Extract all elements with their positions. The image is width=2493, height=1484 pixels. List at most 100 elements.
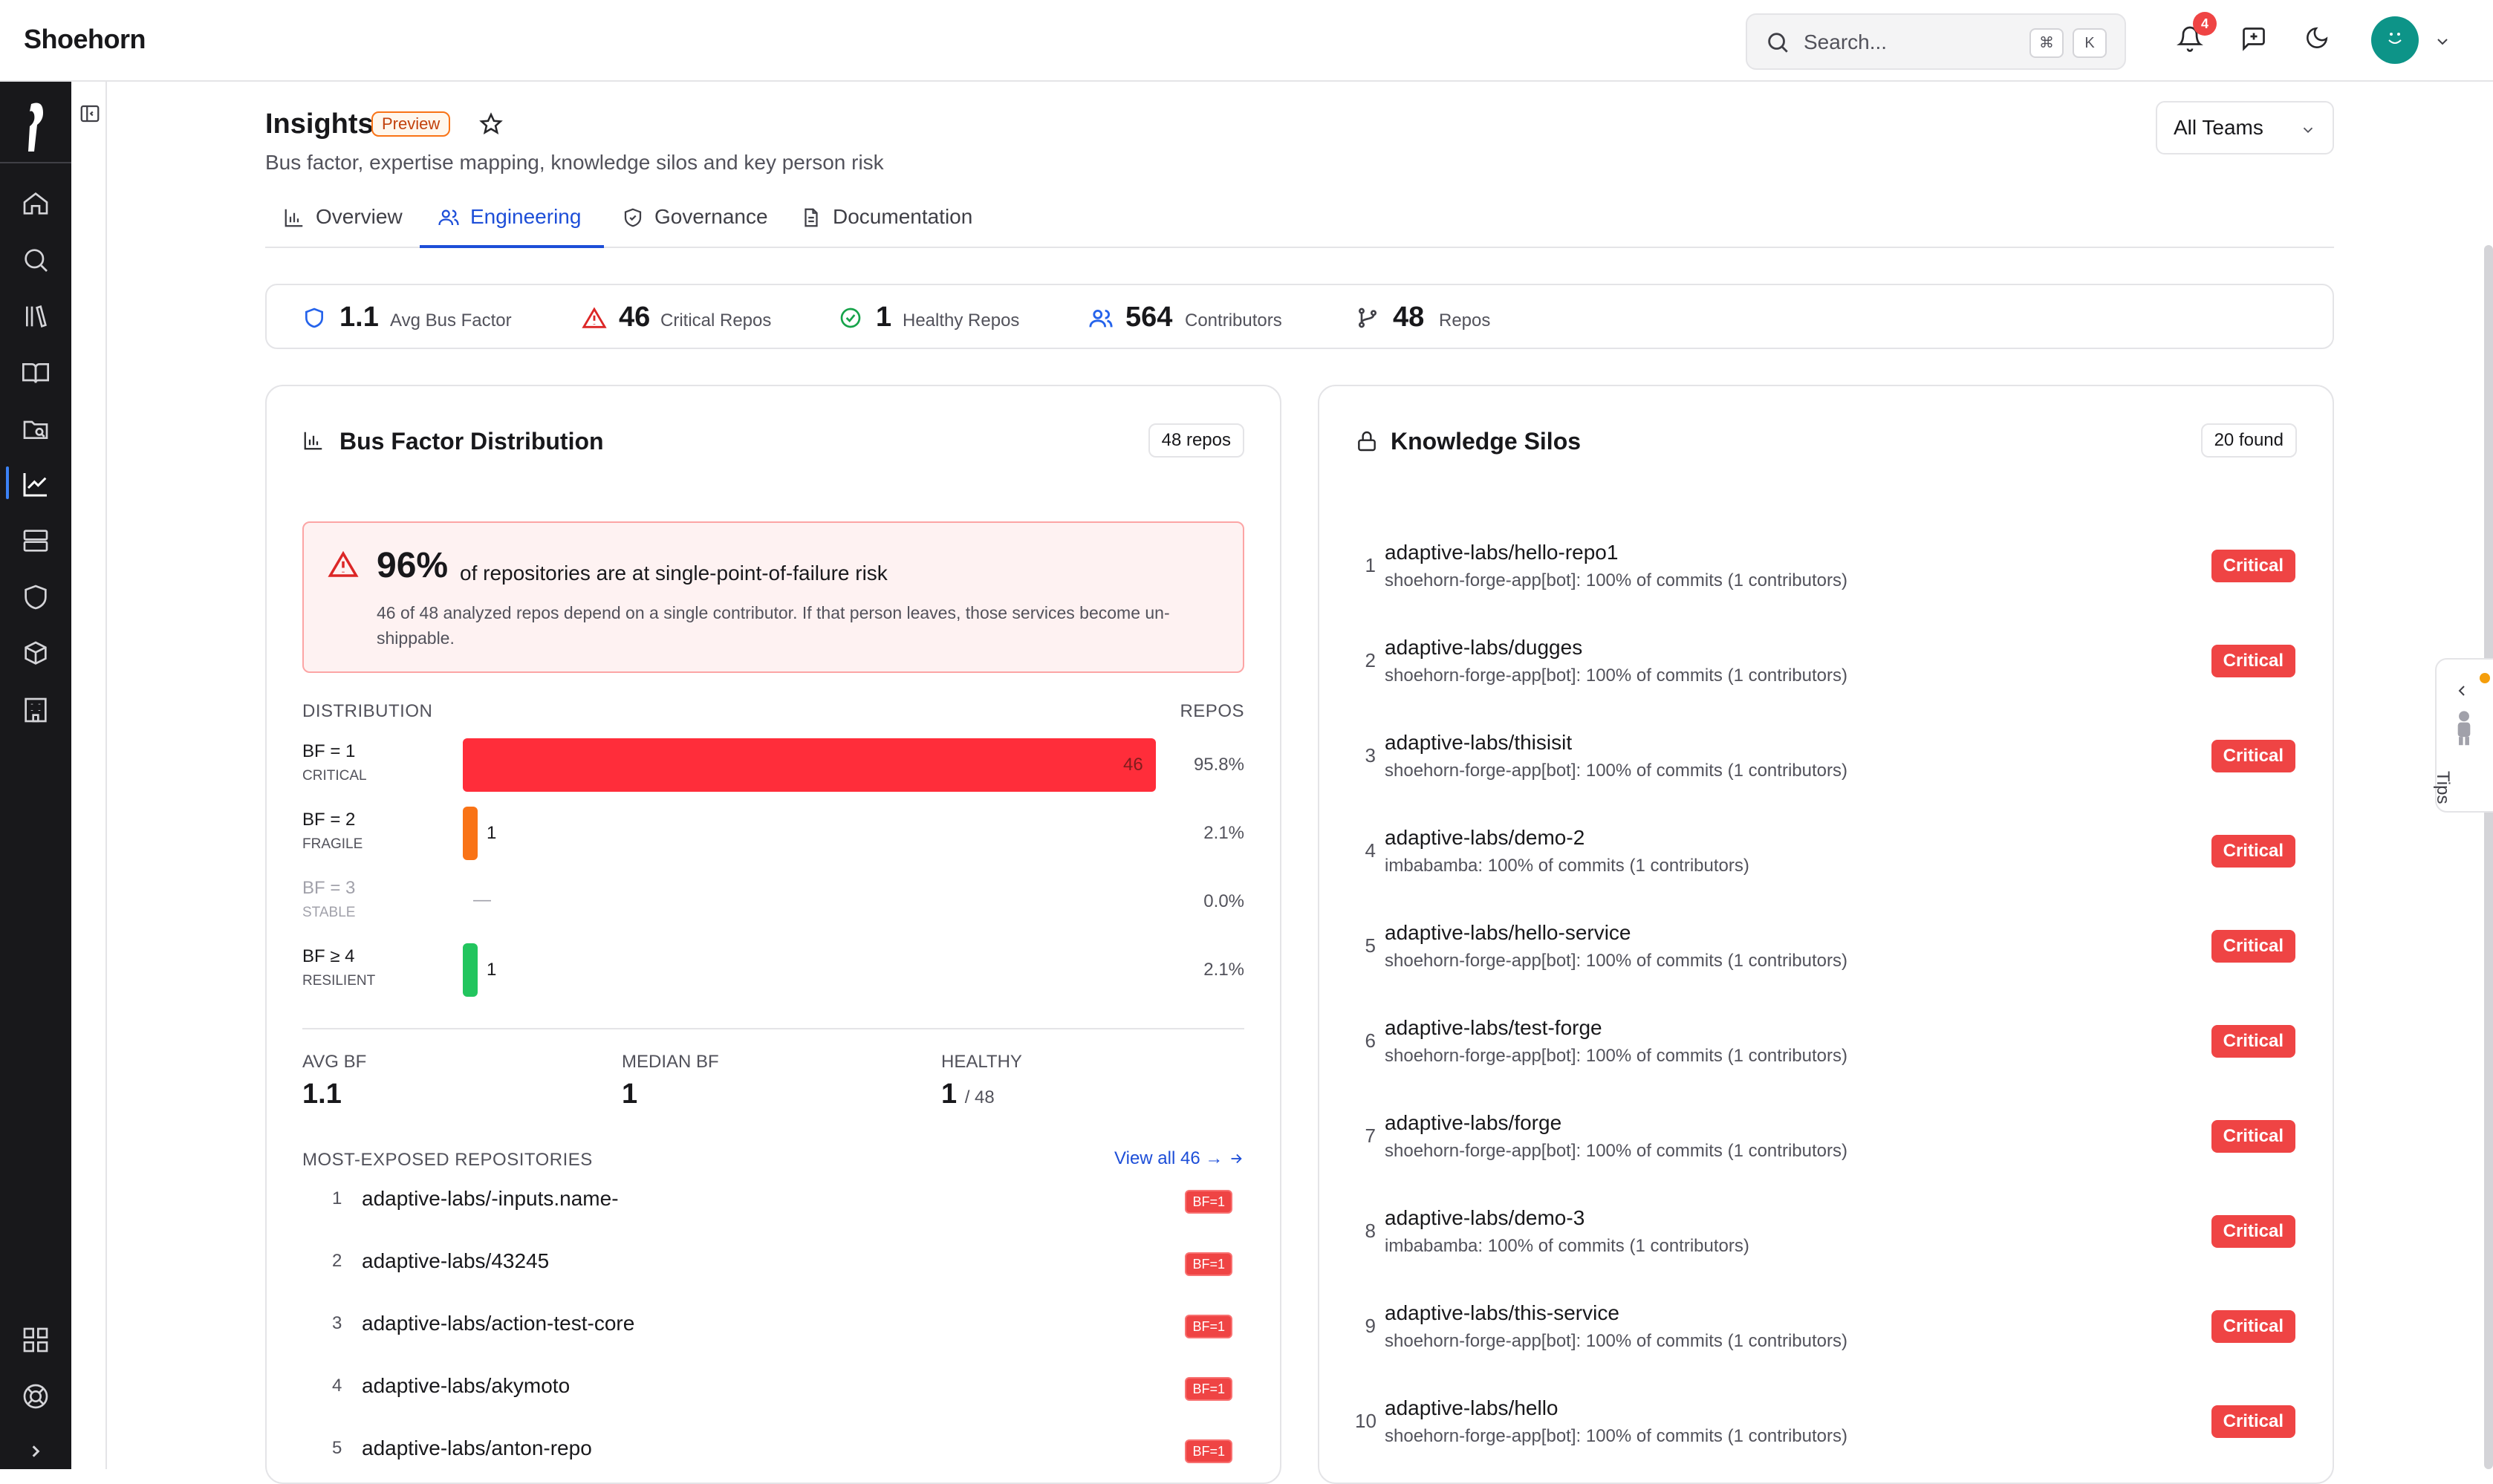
exposed-repo-row[interactable]: 2 adaptive-labs/43245 BF=1 [302,1240,1244,1285]
message-plus-icon[interactable] [2240,25,2267,52]
chevron-left-icon [2458,686,2465,696]
star-icon[interactable] [478,111,504,137]
repo-name: adaptive-labs/-inputs.name- [362,1187,619,1210]
folder-search-icon[interactable] [21,414,51,444]
silo-count-pill: 20 found [2200,423,2297,458]
summary-value: 1.1 [302,1078,342,1110]
risk-description: 46 of 48 analyzed repos depend on a sing… [377,603,1170,648]
grid-icon[interactable] [21,1325,51,1355]
bf-badge: BF=1 [1185,1439,1232,1463]
users-icon [1089,309,1113,328]
bf-tag: FRAGILE [302,836,363,852]
tab-bar: Overview Engineering Governance Document… [265,195,2334,248]
alert-triangle-icon [582,307,607,328]
exposed-repo-row[interactable]: 1 adaptive-labs/-inputs.name- BF=1 [302,1178,1244,1223]
chevron-down-icon [2303,127,2313,134]
tab-overview[interactable]: Overview [265,195,420,248]
summary-avg: AVG BF 1.1 [302,1052,366,1110]
package-plus-icon[interactable] [21,639,51,668]
bar-count: 1 [487,960,497,980]
card-title: Bus Factor Distribution [339,428,604,455]
search-nav-icon[interactable] [21,245,51,275]
silo-detail: shoehorn-forge-app[bot]: 100% of commits… [1385,570,1847,590]
expand-sidebar-icon[interactable] [21,1436,51,1466]
silo-row[interactable]: 2 adaptive-labs/dugges shoehorn-forge-app[… [1355,621,2295,695]
sidebar [0,82,71,1469]
bar-count: 46 [1123,755,1143,775]
server-icon[interactable] [21,526,51,556]
view-all-link[interactable]: View all 46 → [1114,1148,1244,1169]
moon-icon[interactable] [2304,25,2330,51]
row-number: 3 [1365,744,1376,767]
silo-row[interactable]: 7 adaptive-labs/forge shoehorn-forge-app[b… [1355,1096,2295,1171]
library-icon[interactable] [21,302,51,331]
summary-label: AVG BF [302,1052,367,1072]
repo-count-pill: 48 repos [1148,423,1244,458]
row-number: 5 [332,1438,342,1458]
silo-detail: shoehorn-forge-app[bot]: 100% of commits… [1385,761,1847,781]
panel-toggle-icon[interactable] [79,102,101,125]
bus-factor-card: Bus Factor Distribution 48 repos 96% of … [265,385,1281,1484]
silo-row[interactable]: 4 adaptive-labs/demo-2 imbabamba: 100% of … [1355,811,2295,885]
stat-label: Critical Repos [660,310,772,331]
risk-alert: 96% of repositories are at single-point-… [302,521,1244,673]
app-logo[interactable] [0,82,71,163]
row-number: 10 [1355,1410,1376,1432]
notification-count-badge: 4 [2193,12,2217,36]
search-input[interactable]: Search... ⌘ K [1746,13,2126,70]
tab-engineering[interactable]: Engineering [420,195,604,248]
silo-row[interactable]: 8 adaptive-labs/demo-3 imbabamba: 100% of … [1355,1191,2295,1266]
scrollbar[interactable] [2484,245,2493,1469]
team-filter-select[interactable]: All Teams [2156,101,2334,154]
mascot-icon [2457,711,2471,746]
brand-name[interactable]: Shoehorn [24,24,146,54]
bar-percent: 95.8% [1193,755,1244,775]
divider [302,1028,1244,1029]
exposed-repo-row[interactable]: 5 adaptive-labs/anton-repo BF=1 [302,1428,1244,1472]
silo-row[interactable]: 9 adaptive-labs/this-service shoehorn-forg… [1355,1286,2295,1361]
home-icon[interactable] [21,189,51,218]
silo-row[interactable]: 5 adaptive-labs/hello-service shoehorn-for… [1355,906,2295,980]
silo-detail: shoehorn-forge-app[bot]: 100% of commits… [1385,951,1847,971]
bf-badge: BF=1 [1185,1377,1232,1401]
silo-detail: shoehorn-forge-app[bot]: 100% of commits… [1385,1141,1847,1161]
silo-row[interactable]: 10 adaptive-labs/hello shoehorn-forge-app[… [1355,1382,2295,1456]
tips-label: Tips [2433,771,2453,804]
repo-name: adaptive-labs/demo-2 [1385,826,1585,849]
shield-nav-icon[interactable] [21,582,51,612]
repo-name: adaptive-labs/this-service [1385,1301,1619,1324]
building-icon[interactable] [21,695,51,725]
bell-icon[interactable] [2177,25,2203,52]
chevron-down-icon[interactable] [2434,33,2451,51]
repo-name: adaptive-labs/action-test-core [362,1312,635,1335]
help-buoy-icon[interactable] [21,1382,51,1411]
silo-row[interactable]: 6 adaptive-labs/test-forge shoehorn-forge-… [1355,1001,2295,1075]
risk-text: of repositories are at single-point-of-f… [460,562,888,585]
bar-percent: 2.1% [1203,960,1244,980]
exposed-repo-row[interactable]: 3 adaptive-labs/action-test-core BF=1 [302,1303,1244,1347]
tips-panel[interactable]: Tips [2433,658,2493,813]
exposed-repo-row[interactable]: 4 adaptive-labs/akymoto BF=1 [302,1365,1244,1410]
silo-row[interactable]: 3 adaptive-labs/thisisit shoehorn-forge-ap… [1355,716,2295,790]
silo-row[interactable]: 1 adaptive-labs/hello-repo1 shoehorn-forge… [1355,526,2295,600]
tab-documentation[interactable]: Documentation [782,195,998,248]
critical-badge: Critical [2211,930,2295,963]
check-circle-icon [840,307,861,328]
tab-governance[interactable]: Governance [604,195,782,248]
repo-name: adaptive-labs/dugges [1385,636,1583,659]
distribution-bar [463,807,478,860]
chart-line-icon[interactable] [21,469,51,499]
stat-label: Healthy Repos [903,310,1020,331]
book-open-icon[interactable] [21,358,51,388]
bf-badge: BF=1 [1185,1315,1232,1338]
row-number: 3 [332,1313,342,1333]
user-avatar[interactable] [2371,16,2419,64]
smile-icon [2388,33,2402,44]
view-all-label: View all 46 → [1114,1148,1223,1168]
git-branch-icon [1359,307,1376,328]
tab-label: Documentation [833,205,973,228]
bf-badge: BF=1 [1185,1252,1232,1276]
row-number: 4 [1365,839,1376,862]
team-filter-value: All Teams [2174,116,2263,139]
repo-name: adaptive-labs/hello-service [1385,921,1631,944]
